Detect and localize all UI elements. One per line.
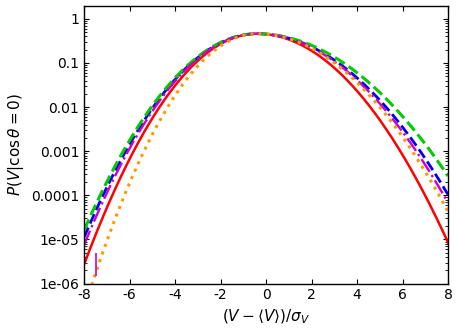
X-axis label: $(V - \langle V\rangle)/\sigma_V$: $(V - \langle V\rangle)/\sigma_V$ <box>222 308 310 326</box>
Y-axis label: $P(V|\cos\theta = 0)$: $P(V|\cos\theta = 0)$ <box>5 93 26 196</box>
